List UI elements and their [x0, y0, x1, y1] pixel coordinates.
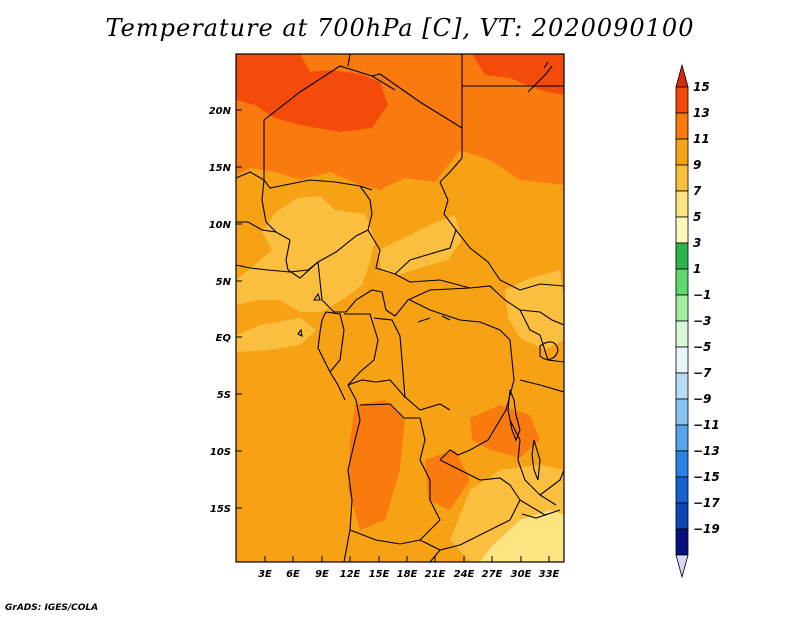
- lat-label: EQ: [216, 333, 232, 344]
- colorbar-box: [675, 242, 689, 270]
- colorbar-box: [675, 138, 689, 166]
- lon-label: 30E: [511, 569, 532, 580]
- temperature-field-11to13-tanzania: [470, 405, 540, 458]
- lat-label: 20N: [209, 106, 232, 117]
- lon-label: 21E: [425, 569, 446, 580]
- lon-label: 15E: [369, 569, 390, 580]
- lat-label: 10N: [209, 220, 232, 231]
- lat-label: 5N: [216, 277, 232, 288]
- colorbar-label: −19: [693, 522, 720, 536]
- colorbar-box: [675, 476, 689, 504]
- colorbar-box: [675, 320, 689, 348]
- colorbar-box: [675, 164, 689, 192]
- lat-label: 15S: [210, 504, 231, 515]
- lat-ticks: [236, 109, 242, 509]
- colorbar-label: 1: [693, 262, 701, 276]
- lon-label: 18E: [397, 569, 418, 580]
- temperature-field-7to9-gulf: [236, 318, 316, 352]
- colorbar-label: −17: [693, 496, 720, 510]
- colorbar-box: [675, 294, 689, 322]
- colorbar-label: 11: [693, 132, 710, 146]
- temperature-field-13to15-northeast: [472, 54, 564, 95]
- colorbar-box: [675, 372, 689, 400]
- lon-label: 27E: [482, 569, 503, 580]
- temperature-field-7to9-central: [378, 215, 462, 275]
- lon-label: 12E: [340, 569, 361, 580]
- lon-ticks: [264, 556, 550, 562]
- map-title: Temperature at 700hPa [C], VT: 202009010…: [105, 14, 695, 42]
- colorbar-top-arrow: [675, 63, 689, 88]
- lat-label: 15N: [209, 163, 232, 174]
- colorbar-label: −7: [693, 366, 712, 380]
- colorbar-box: [675, 502, 689, 530]
- temperature-field-7to9-west: [236, 196, 375, 312]
- colorbar-box: [675, 424, 689, 452]
- temperature-field-11to13-angola: [425, 450, 470, 510]
- colorbar-label: −13: [693, 444, 720, 458]
- grads-credit: GrADS: IGES/COLA: [5, 603, 99, 613]
- colorbar-label: 15: [693, 80, 710, 94]
- colorbar-box: [675, 450, 689, 478]
- colorbar-label: 13: [693, 106, 710, 120]
- colorbar-label: −11: [693, 418, 720, 432]
- country-borders: [236, 54, 564, 562]
- colorbar-bottom-arrow: [675, 554, 689, 579]
- colorbar-box: [675, 268, 689, 296]
- lon-label: 24E: [454, 569, 475, 580]
- lon-label: 6E: [286, 569, 300, 580]
- colorbar-box: [675, 528, 689, 556]
- colorbar-label: −3: [693, 314, 711, 328]
- temperature-field-5to7-southeast: [480, 510, 564, 562]
- map-plot-area: [236, 54, 564, 562]
- temperature-field-11to13-south: [348, 400, 405, 530]
- lat-label: 5S: [217, 390, 231, 401]
- colorbar-label: 9: [693, 158, 701, 172]
- colorbar-box: [675, 86, 689, 114]
- colorbar: 15 13 11 9 7 5 3 1 −1 −3 −5 −7 −9 −11 −13 −15 −17 −19: [675, 63, 720, 579]
- colorbar-label: 5: [693, 210, 701, 224]
- colorbar-box: [675, 398, 689, 426]
- lon-label: 3E: [258, 569, 272, 580]
- colorbar-box: [675, 216, 689, 244]
- colorbar-box: [675, 346, 689, 374]
- colorbar-box: [675, 112, 689, 140]
- colorbar-label: −5: [693, 340, 711, 354]
- colorbar-label: −1: [693, 288, 711, 302]
- colorbar-label: −9: [693, 392, 711, 406]
- map-frame: [235, 53, 565, 563]
- colorbar-label: −15: [693, 470, 720, 484]
- colorbar-box: [675, 190, 689, 218]
- colorbar-label: 3: [693, 236, 701, 250]
- colorbar-label: 7: [693, 184, 702, 198]
- lon-label: 9E: [315, 569, 329, 580]
- lon-label: 33E: [539, 569, 560, 580]
- lat-label: 10S: [210, 447, 231, 458]
